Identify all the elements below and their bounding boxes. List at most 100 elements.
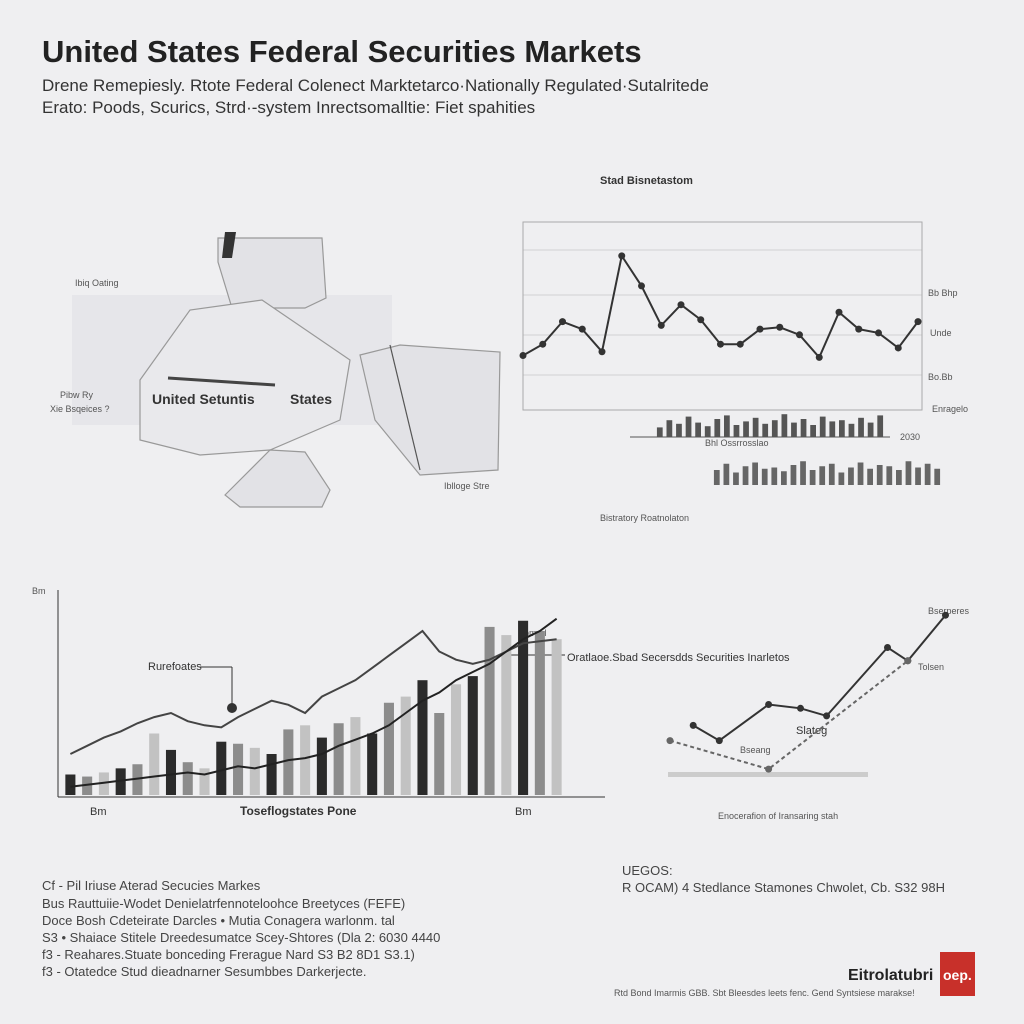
bar (216, 741, 227, 795)
bar (762, 423, 769, 437)
point (717, 340, 724, 348)
point (797, 704, 804, 712)
region (139, 299, 351, 456)
bar (333, 723, 344, 795)
bar (848, 467, 854, 485)
bar (781, 414, 788, 437)
bar (781, 471, 787, 485)
bar (858, 417, 864, 437)
bar (98, 772, 109, 795)
point (796, 331, 803, 339)
bar (283, 729, 294, 795)
point (677, 301, 685, 309)
point (666, 737, 674, 745)
bar (771, 467, 778, 485)
footer-left: Cf - Pil Iriuse Aterad Secucies Markes B… (42, 878, 440, 979)
annotation: Bserperes (928, 606, 970, 616)
annotation: Slateg (796, 725, 827, 737)
footer-line: f3 - Reahares.Stuate bonceding Frerague … (42, 947, 415, 962)
annotation: Bb Bhp (928, 288, 958, 298)
bar (656, 427, 663, 437)
bar (367, 733, 378, 795)
band (668, 772, 868, 777)
region (224, 449, 331, 508)
bar (896, 470, 902, 485)
bar (450, 684, 462, 795)
bar (704, 426, 711, 437)
bar (723, 463, 730, 485)
bar (867, 468, 873, 485)
bar (165, 749, 177, 795)
annotation: 2030 (900, 432, 920, 442)
bar (249, 747, 260, 795)
bar (551, 639, 562, 795)
bar (800, 461, 806, 485)
point (578, 325, 586, 333)
bar (876, 465, 883, 485)
point (894, 344, 902, 352)
bar (115, 768, 126, 795)
bar (534, 631, 545, 795)
point (776, 323, 784, 331)
footer-line: f3 - Otatedce Stud dieadnarner Sesumbbes… (42, 964, 366, 979)
point (835, 308, 843, 316)
bar (233, 743, 244, 795)
bar (752, 417, 759, 437)
bar (316, 737, 327, 795)
marker (222, 232, 236, 258)
bar (518, 620, 529, 795)
map-label: States (290, 391, 332, 407)
line (692, 614, 947, 742)
point (638, 282, 645, 290)
map-label: Iblloge Stre (444, 481, 490, 491)
footer-line: Bus Rauttuiie-Wodet Denielatrfennotelooh… (42, 896, 405, 911)
region (359, 344, 501, 476)
bar (848, 423, 855, 437)
bar (819, 416, 826, 437)
bar (714, 419, 721, 437)
bar (501, 635, 512, 795)
point (765, 701, 773, 708)
annotation: Enocerafion of Iransaring stah (718, 811, 838, 821)
bar (934, 468, 941, 485)
bar (434, 713, 445, 795)
point (539, 340, 547, 348)
bar (791, 422, 797, 437)
annotation: Tolsen (918, 662, 944, 672)
map-diagram (72, 232, 501, 508)
point (942, 611, 949, 619)
point (519, 351, 527, 359)
bar (199, 768, 210, 795)
bar (829, 421, 836, 437)
footer-line: Cf - Pil Iriuse Aterad Secucies Markes (42, 878, 261, 893)
plot-frame (522, 221, 923, 411)
region (217, 237, 327, 309)
bar (676, 423, 682, 437)
bar (752, 462, 758, 485)
annotation: Bseang (740, 745, 771, 755)
bar (733, 425, 740, 437)
bar (685, 416, 692, 437)
map-label: United Setuntis (152, 391, 255, 407)
bar (743, 421, 749, 437)
bar (828, 463, 835, 485)
bar (695, 422, 701, 437)
bar (905, 461, 912, 485)
point (914, 318, 922, 326)
bar (733, 472, 739, 485)
annotation: Bm (90, 806, 107, 818)
point (598, 348, 606, 356)
brand: Eitrolatubri (848, 967, 933, 984)
bar (800, 419, 807, 437)
line (70, 617, 558, 788)
x-axis-label: Toseflogstates Pone (240, 804, 357, 818)
bar (666, 420, 673, 437)
bar (713, 470, 720, 485)
bar (400, 696, 411, 795)
line (69, 629, 557, 755)
bar (867, 422, 874, 437)
footer-line: R OCAM) 4 Stedlance Stamones Chwolet, Cb… (622, 880, 945, 895)
bar (182, 762, 193, 795)
grid (523, 249, 922, 376)
